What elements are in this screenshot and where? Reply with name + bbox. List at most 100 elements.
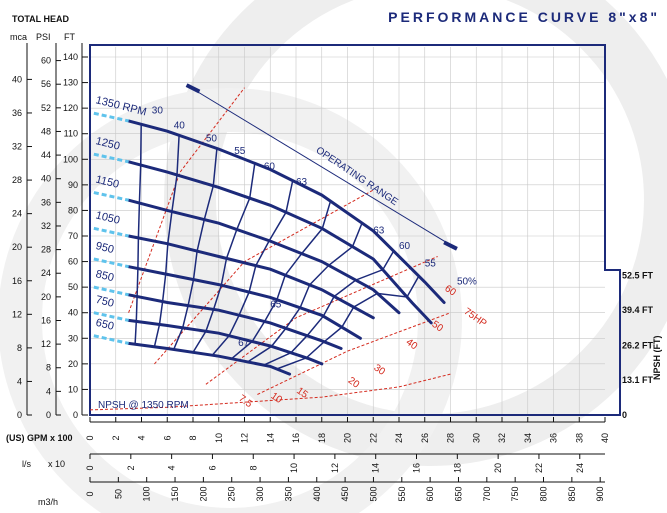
speed-label: 1150 bbox=[94, 174, 120, 191]
m3h-tick-label: 900 bbox=[595, 486, 605, 501]
m3h-tick-label: 100 bbox=[142, 486, 152, 501]
mca-tick-label: 28 bbox=[12, 175, 22, 185]
efficiency-label: 30 bbox=[152, 105, 164, 116]
efficiency-curves bbox=[134, 124, 420, 370]
m3h-unit-label: m3/h bbox=[38, 497, 58, 507]
gpm-tick-label: 16 bbox=[291, 433, 301, 443]
ls-multiplier-label: x 10 bbox=[48, 459, 65, 469]
speed-curve-extension bbox=[93, 257, 129, 269]
m3h-tick-label: 750 bbox=[510, 486, 520, 501]
gpm-tick-label: 18 bbox=[317, 433, 327, 443]
efficiency-label: 50% bbox=[457, 277, 477, 288]
psi-tick-label: 48 bbox=[41, 126, 51, 136]
psi-tick-label: 32 bbox=[41, 221, 51, 231]
speed-curve bbox=[127, 341, 292, 376]
ft-tick-label: 130 bbox=[63, 78, 78, 88]
plot-frame bbox=[89, 44, 621, 416]
speed-curve-extension bbox=[93, 226, 129, 238]
power-curve bbox=[257, 312, 451, 395]
m3h-tick-label: 0 bbox=[85, 491, 95, 496]
efficiency-curve bbox=[211, 180, 294, 356]
efficiency-label: 50 bbox=[206, 133, 218, 144]
m3h-tick-label: 500 bbox=[368, 486, 378, 501]
gpm-tick-label: 0 bbox=[85, 435, 95, 440]
psi-tick-label: 16 bbox=[41, 315, 51, 325]
ls-tick-label: 4 bbox=[167, 465, 177, 470]
ft-unit-label: FT bbox=[64, 32, 75, 42]
gpm-tick-label: 8 bbox=[188, 435, 198, 440]
mca-tick-label: 36 bbox=[12, 108, 22, 118]
chart-title: PERFORMANCE CURVE 8"x8" bbox=[388, 9, 660, 25]
ft-tick-label: 90 bbox=[68, 180, 78, 190]
mca-tick-label: 20 bbox=[12, 242, 22, 252]
ls-tick-label: 16 bbox=[412, 463, 422, 473]
speed-label: 850 bbox=[94, 268, 115, 284]
m3h-tick-label: 850 bbox=[567, 486, 577, 501]
psi-tick-label: 28 bbox=[41, 245, 51, 255]
ft-tick-label: 0 bbox=[73, 410, 78, 420]
efficiency-label: 60 bbox=[264, 162, 276, 173]
mca-tick-label: 16 bbox=[12, 276, 22, 286]
ls-unit-label: l/s bbox=[22, 459, 32, 469]
efficiency-curve bbox=[153, 135, 180, 347]
efficiency-curve bbox=[231, 200, 332, 360]
ft-tick-label: 20 bbox=[68, 359, 78, 369]
psi-tick-label: 8 bbox=[46, 363, 51, 373]
m3h-axis: 0 50 100 150 200 250 300 350 400 450 500 550 600 650 7… bbox=[85, 477, 605, 502]
gpm-tick-label: 24 bbox=[394, 433, 404, 443]
ft-tick-label: 70 bbox=[68, 231, 78, 241]
speed-curve-extensions bbox=[93, 111, 129, 345]
m3h-tick-label: 700 bbox=[482, 486, 492, 501]
gpm-tick-label: 28 bbox=[446, 433, 456, 443]
gpm-tick-label: 6 bbox=[162, 435, 172, 440]
mca-tick-label: 24 bbox=[12, 209, 22, 219]
efficiency-label: 40 bbox=[174, 121, 186, 132]
speed-curves bbox=[127, 119, 446, 376]
mca-unit-label: mca bbox=[10, 32, 27, 42]
efficiency-curve bbox=[247, 222, 363, 363]
speed-label: 750 bbox=[94, 294, 115, 310]
speed-curve-extension bbox=[93, 191, 129, 202]
ls-tick-label: 24 bbox=[575, 463, 585, 473]
ls-tick-label: 20 bbox=[493, 463, 503, 473]
gpm-tick-label: 30 bbox=[471, 433, 481, 443]
m3h-tick-label: 800 bbox=[539, 486, 549, 501]
ft-tick-label: 60 bbox=[68, 257, 78, 267]
ls-tick-label: 6 bbox=[207, 465, 217, 470]
mca-tick-label: 40 bbox=[12, 74, 22, 84]
mca-tick-label: 8 bbox=[17, 343, 22, 353]
ft-tick-label: 140 bbox=[63, 52, 78, 62]
psi-tick-label: 20 bbox=[41, 292, 51, 302]
ft-ticks: 0 10 20 30 40 50 60 70 80 90 100 110 120 130 140 bbox=[63, 52, 88, 420]
gpm-tick-label: 40 bbox=[600, 433, 610, 443]
m3h-tick-label: 150 bbox=[170, 486, 180, 501]
speed-label: 1250 bbox=[94, 135, 121, 153]
gpm-unit-label: (US) GPM x 100 bbox=[6, 433, 73, 443]
m3h-tick-label: 50 bbox=[113, 489, 123, 499]
ls-tick-label: 14 bbox=[371, 463, 381, 473]
speed-curve-extension bbox=[93, 111, 129, 123]
gpm-tick-label: 12 bbox=[240, 433, 250, 443]
speed-curve bbox=[127, 293, 343, 350]
efficiency-labels: 30 40 50 55 60 63 65 67 63 60 55 50% bbox=[152, 105, 477, 349]
ls-tick-label: 18 bbox=[452, 463, 462, 473]
speed-curve bbox=[127, 234, 375, 320]
speed-curve bbox=[127, 265, 362, 340]
ft-tick-label: 110 bbox=[64, 129, 78, 139]
ls-tick-label: 22 bbox=[534, 463, 544, 473]
gpm-tick-label: 20 bbox=[343, 433, 353, 443]
ls-axis: 0 2 4 6 8 10 12 14 16 18 20 22 24 bbox=[85, 453, 605, 473]
gpm-tick-label: 26 bbox=[420, 433, 430, 443]
gpm-tick-label: 34 bbox=[523, 433, 533, 443]
efficiency-label: 67 bbox=[238, 338, 250, 349]
m3h-tick-label: 450 bbox=[340, 486, 350, 501]
m3h-tick-label: 350 bbox=[283, 486, 293, 501]
m3h-tick-label: 250 bbox=[227, 486, 237, 501]
speed-curve-extension bbox=[93, 152, 129, 164]
speed-label: 950 bbox=[94, 240, 115, 256]
npsh-tick-label: 13.1 FT bbox=[622, 375, 654, 385]
npsh-tick-label: 26.2 FT bbox=[622, 340, 654, 350]
